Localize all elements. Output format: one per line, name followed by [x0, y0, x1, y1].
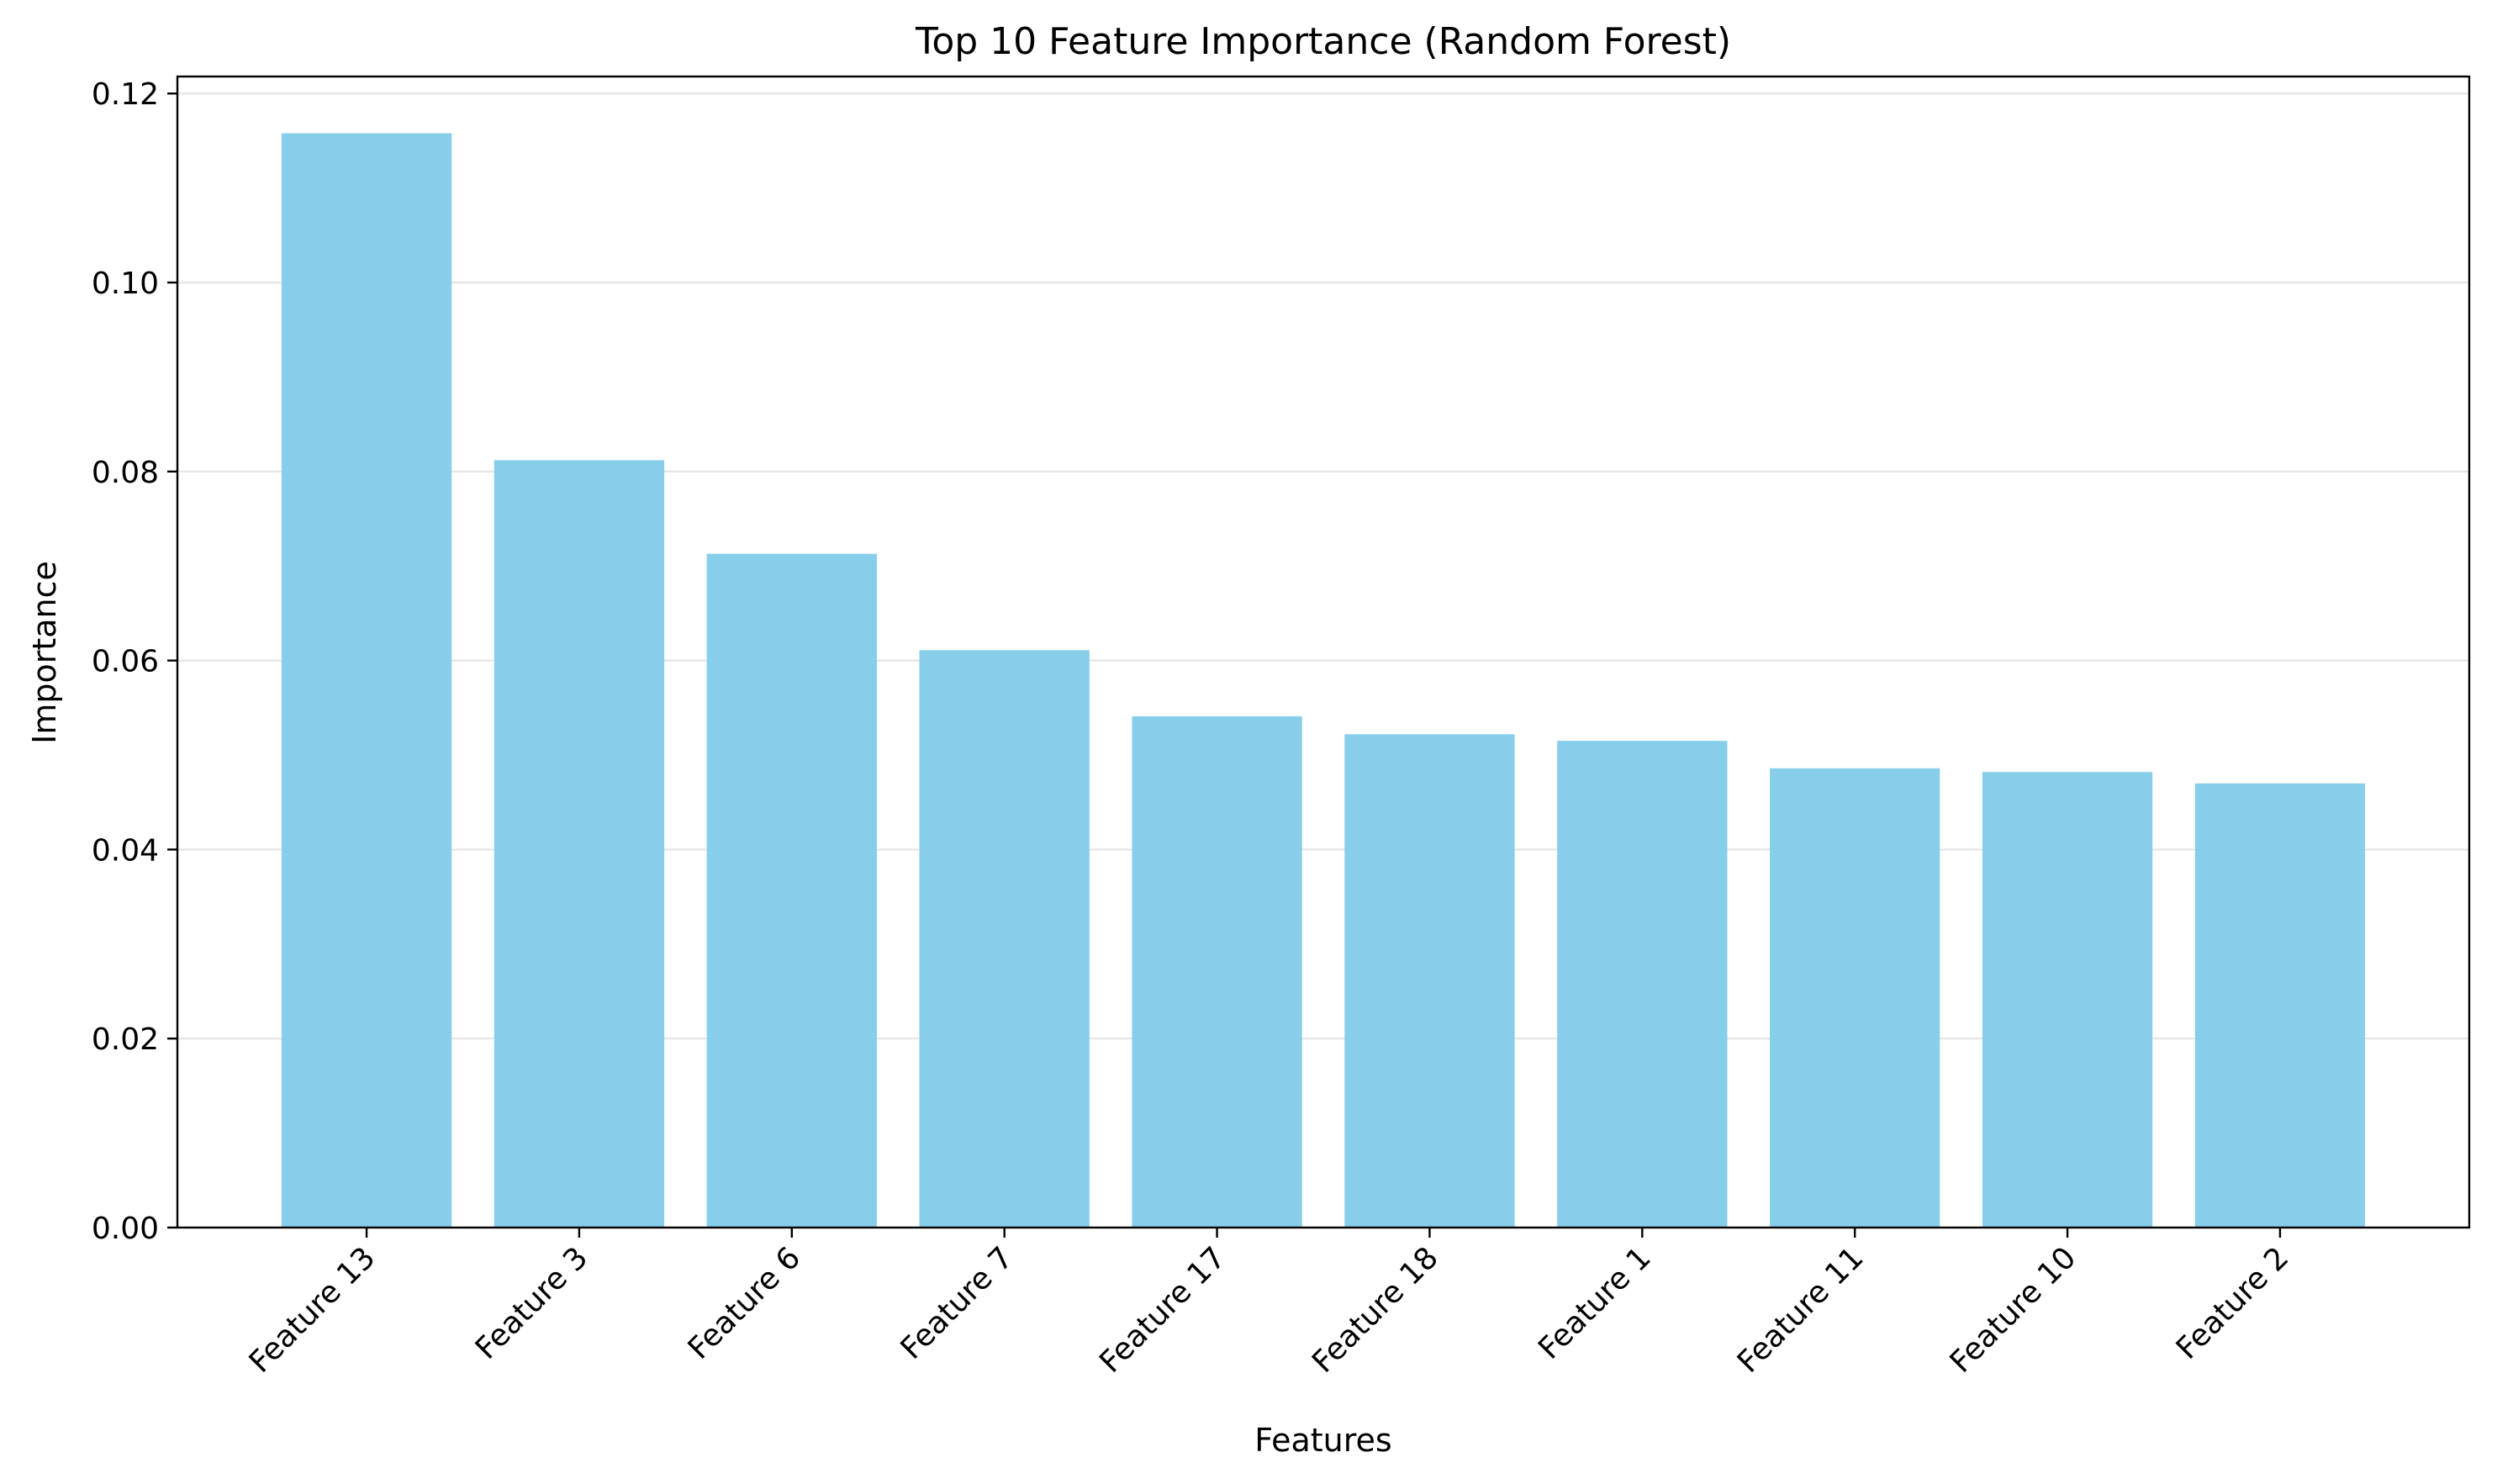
chart-title: Top 10 Feature Importance (Random Forest…	[915, 20, 1731, 63]
bar	[919, 650, 1090, 1228]
x-tick-label: Feature 6	[682, 1240, 807, 1365]
x-tick-label: Feature 11	[1731, 1240, 1871, 1380]
bar	[281, 133, 452, 1228]
bar	[1982, 772, 2153, 1228]
bar	[2194, 783, 2366, 1228]
bar	[494, 460, 665, 1228]
bar	[1557, 741, 1728, 1228]
x-tick-label: Feature 3	[469, 1240, 594, 1365]
plot-frame	[176, 75, 2471, 1229]
y-tick-label: 0.10	[92, 267, 159, 301]
x-tick-label: Feature 7	[895, 1240, 1020, 1365]
x-tick-label: Feature 1	[1532, 1240, 1657, 1365]
x-tick-label: Feature 13	[243, 1240, 383, 1380]
bars	[281, 133, 2366, 1228]
y-tick-label: 0.00	[92, 1212, 159, 1246]
y-tick-label: 0.02	[92, 1022, 159, 1057]
y-tick-label: 0.08	[92, 456, 159, 490]
x-axis-ticks: Feature 13 Feature 3 Feature 6 Feature 7 Fea…	[243, 1228, 2295, 1380]
y-axis-label: Importance	[26, 561, 63, 744]
bar	[1344, 734, 1515, 1228]
bar	[1132, 716, 1302, 1228]
y-tick-label: 0.04	[92, 833, 159, 868]
x-tick-label: Feature 17	[1093, 1240, 1233, 1380]
bar	[1770, 768, 1940, 1228]
y-axis-ticks: 0.00 0.02 0.04 0.06 0.08 0.10 0.12	[92, 77, 177, 1246]
x-axis-label: Features	[1254, 1422, 1391, 1459]
x-tick-label: Feature 18	[1306, 1240, 1445, 1380]
x-tick-label: Feature 2	[2170, 1240, 2295, 1365]
y-tick-label: 0.12	[92, 77, 159, 112]
x-tick-label: Feature 10	[1944, 1240, 2083, 1380]
bar	[706, 553, 877, 1228]
y-tick-label: 0.06	[92, 645, 159, 679]
